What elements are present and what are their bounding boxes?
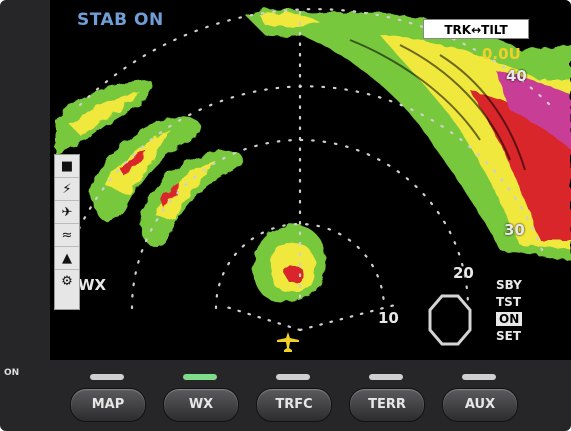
- power-label: ON: [4, 368, 20, 378]
- softkey-led-terr: [369, 374, 403, 380]
- aircraft-icon[interactable]: ✈: [55, 201, 79, 224]
- terr-button[interactable]: TERR: [349, 388, 425, 422]
- range-label-30: 30: [504, 221, 525, 239]
- top-storm-cell: [245, 9, 340, 37]
- mode-list: SBY TST ON SET: [496, 278, 523, 346]
- turbulence-icon[interactable]: ≈: [55, 224, 79, 247]
- radar-screen: STAB ON TRK↔TILT 0.0U 40 30 20 10 WX SBY…: [50, 0, 571, 360]
- range-label-10: 10: [378, 309, 399, 327]
- range-line-left: [218, 303, 302, 332]
- left-storm-band-2: [90, 116, 201, 222]
- mode-tst[interactable]: TST: [496, 295, 522, 309]
- terrain-icon[interactable]: ▲: [55, 247, 79, 270]
- mode-sby[interactable]: SBY: [496, 278, 522, 292]
- stab-status: STAB ON: [77, 10, 164, 30]
- lightning-icon[interactable]: ⚡: [55, 178, 79, 201]
- tilt-readout: 0.0U: [482, 45, 521, 63]
- mode-label: WX: [78, 276, 107, 294]
- softkey-led-wx: [183, 374, 217, 380]
- stop-icon[interactable]: ■: [55, 155, 79, 178]
- softkey-led-trfc: [276, 374, 310, 380]
- mode-on-label: ON: [496, 312, 523, 326]
- settings-icon[interactable]: ⚙: [61, 273, 73, 289]
- center-storm-cell: [253, 224, 327, 302]
- map-button[interactable]: MAP: [70, 388, 146, 422]
- left-storm-band-1: [55, 80, 152, 155]
- range-label-20: 20: [453, 264, 474, 282]
- function-icon-strip: ■ ⚡ ✈ ≈ ▲ ⚙: [54, 154, 80, 310]
- softkey-led-map: [90, 374, 124, 380]
- storm-streaks: [329, 39, 526, 171]
- mode-set[interactable]: SET: [496, 329, 522, 343]
- ownship-aircraft-icon: [277, 332, 299, 352]
- range-label-40: 40: [506, 67, 527, 85]
- aux-button[interactable]: AUX: [442, 388, 518, 422]
- track-tilt-toggle[interactable]: TRK↔TILT: [423, 19, 529, 39]
- trfc-button[interactable]: TRFC: [256, 388, 332, 422]
- softkey-led-aux: [462, 374, 496, 380]
- left-storm-band-3: [140, 149, 243, 247]
- wx-button[interactable]: WX: [163, 388, 239, 422]
- right-storm-cell: [275, 11, 571, 260]
- mode-on[interactable]: ON: [496, 312, 523, 329]
- mode-selector-ring[interactable]: [428, 294, 472, 346]
- weather-radar-plot: [55, 8, 571, 346]
